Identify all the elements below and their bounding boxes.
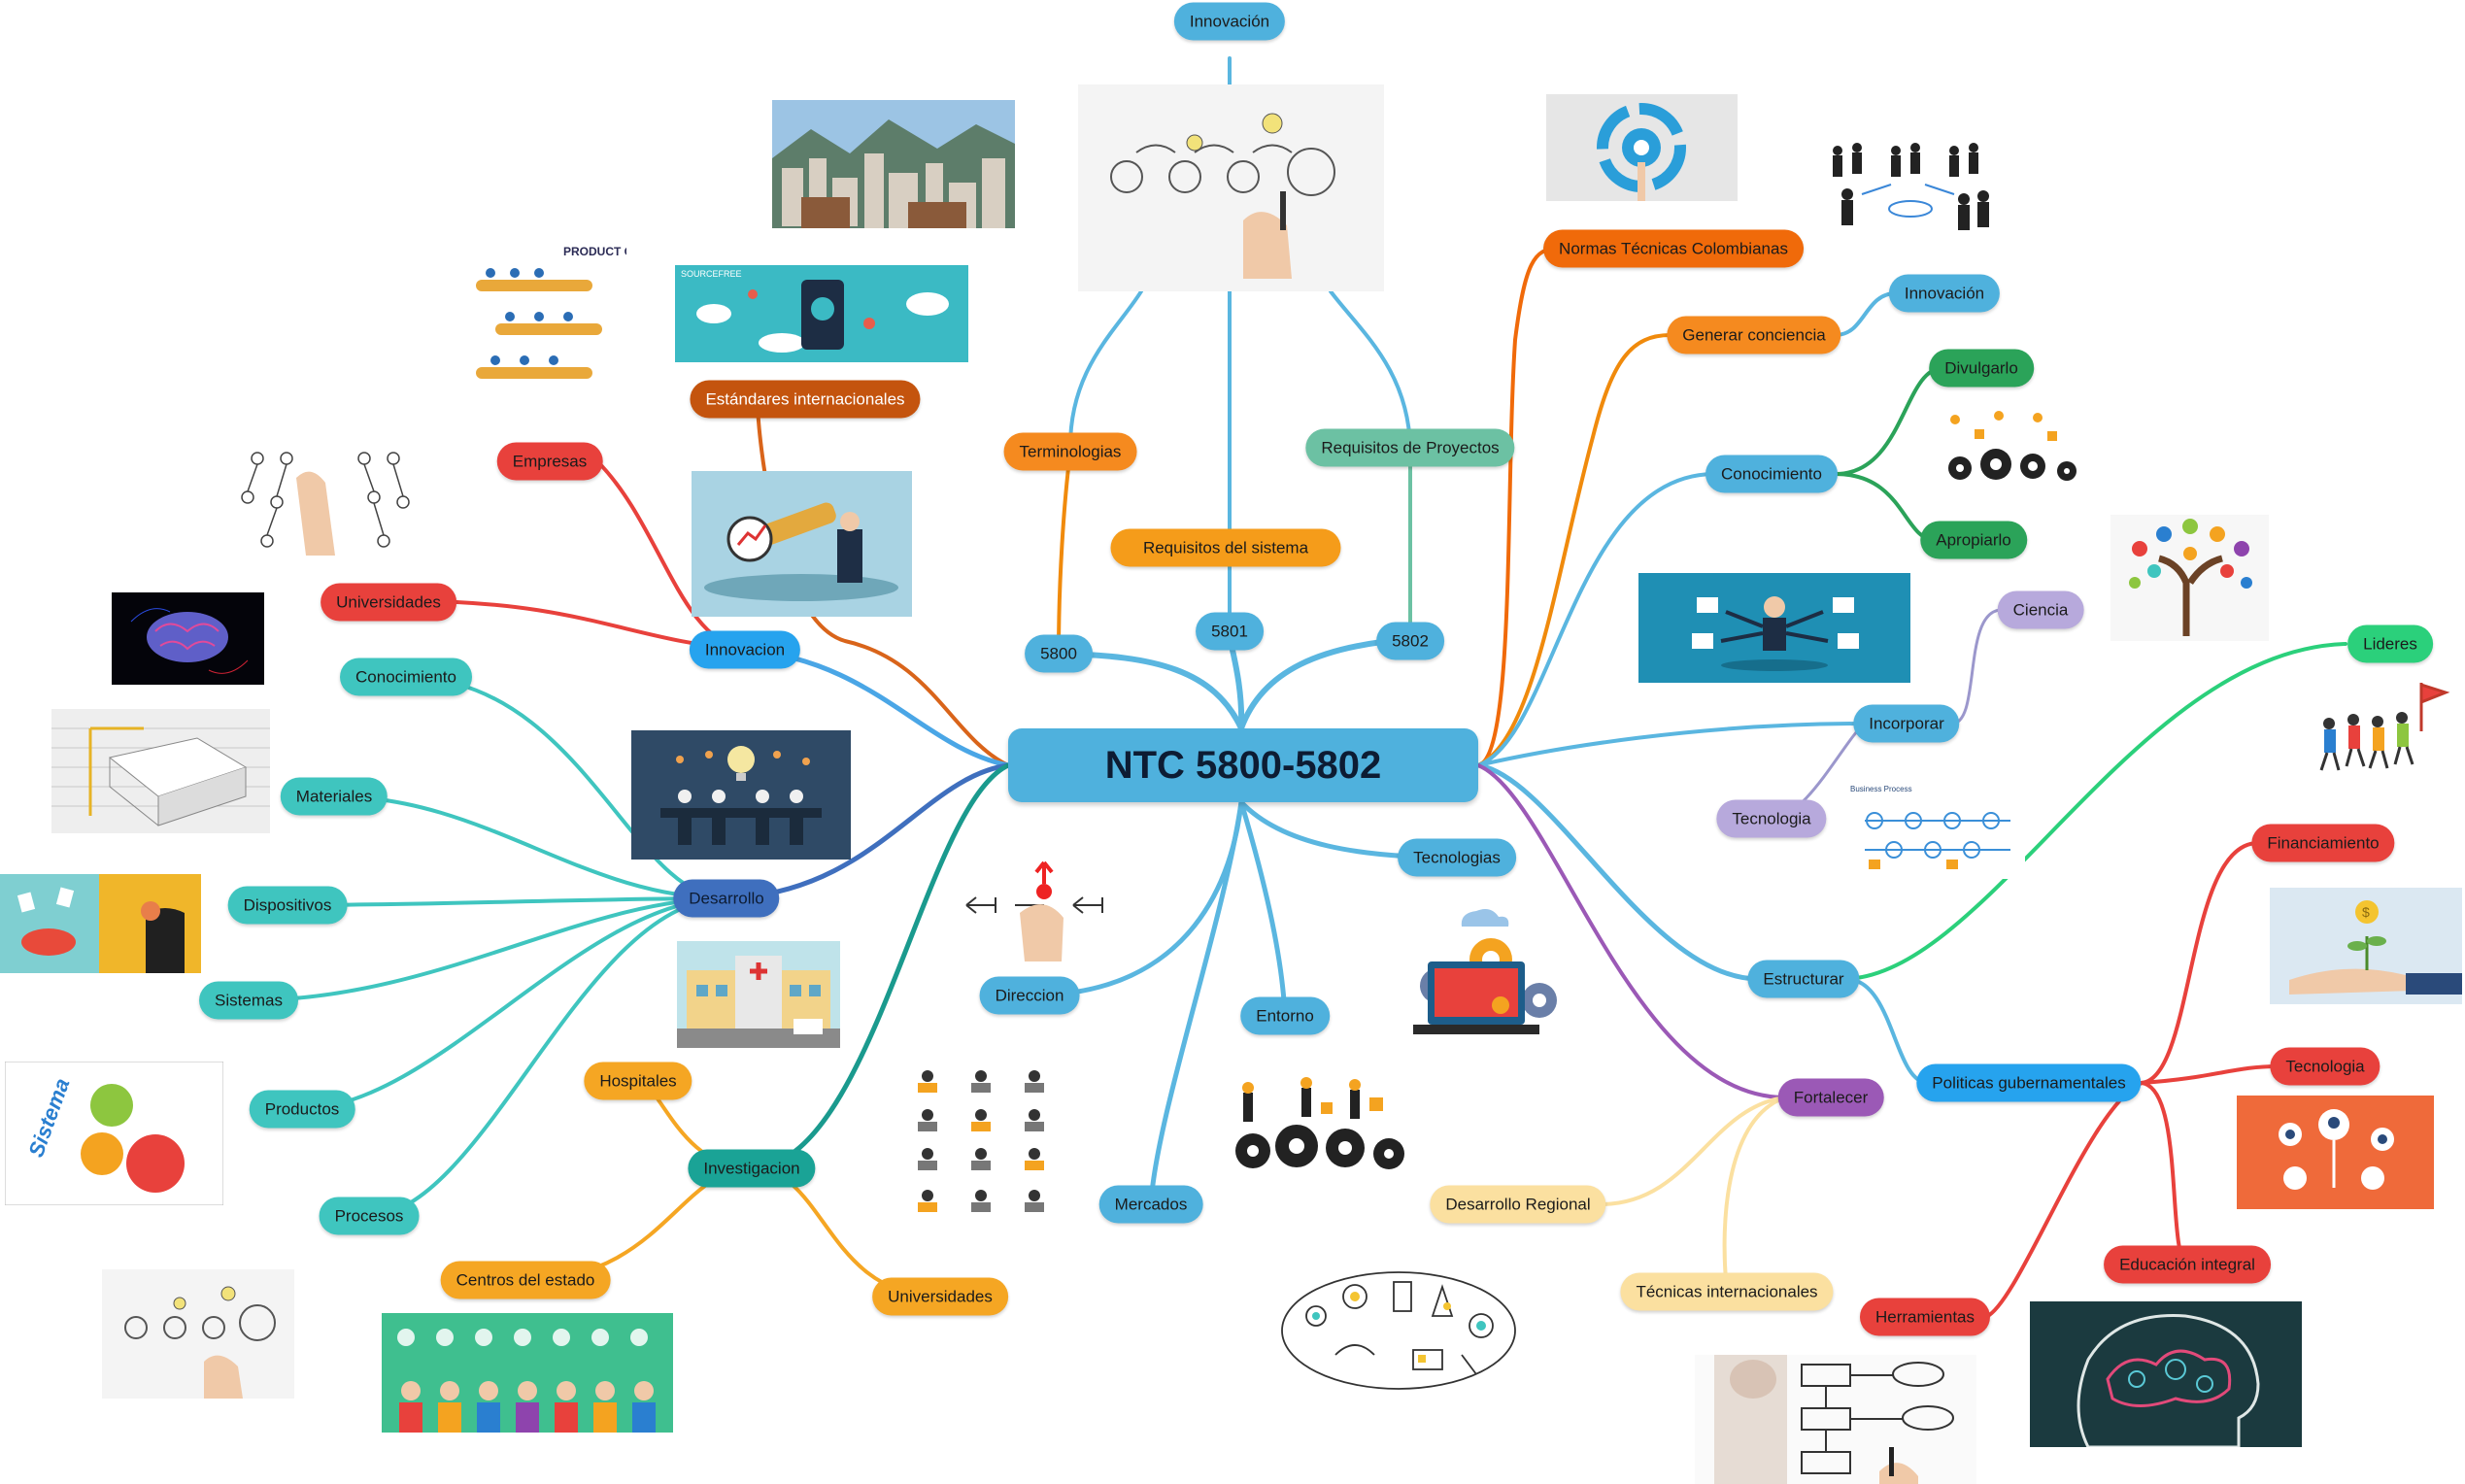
sourcefree-cloud-image: SOURCEFREE xyxy=(675,265,968,362)
topic-estructurar[interactable]: Estructurar xyxy=(1747,960,1860,998)
product-creation-text: PRODUCT CREATION xyxy=(563,245,626,258)
topic-generar-conciencia[interactable]: Generar conciencia xyxy=(1667,316,1841,354)
multitask-businessman-image xyxy=(1638,573,1910,683)
business-process-image: Business Process xyxy=(1845,782,2025,879)
topic-centros-del-estado[interactable]: Centros del estado xyxy=(440,1261,611,1299)
topic-tecnologia-politicas[interactable]: Tecnologia xyxy=(2270,1047,2381,1086)
hospital-building-image xyxy=(677,941,840,1048)
sistema-gears-image: Sistema xyxy=(5,1062,223,1205)
topic-divulgarlo[interactable]: Divulgarlo xyxy=(1929,349,2034,388)
topic-5802[interactable]: 5802 xyxy=(1376,622,1444,660)
topic-fortalecer[interactable]: Fortalecer xyxy=(1777,1078,1884,1117)
brain-head-chalk-image xyxy=(2030,1301,2302,1447)
topic-dispositivos[interactable]: Dispositivos xyxy=(227,886,348,925)
brain-image xyxy=(112,592,264,685)
topic-tecnicas-internacionales[interactable]: Técnicas internacionales xyxy=(1620,1272,1834,1311)
topic-estandares-internacionales[interactable]: Estándares internacionales xyxy=(690,380,921,419)
sourcefree-text: SOURCEFREE xyxy=(681,269,742,279)
topic-ciencia[interactable]: Ciencia xyxy=(1997,590,2084,629)
topic-tecnologia-right[interactable]: Tecnologia xyxy=(1716,799,1827,838)
topic-conocimiento-right[interactable]: Conocimiento xyxy=(1705,455,1838,493)
topic-hospitales[interactable]: Hospitales xyxy=(584,1062,692,1100)
topic-universidades-bottom[interactable]: Universidades xyxy=(872,1277,1008,1316)
students-education-image xyxy=(382,1313,673,1433)
topic-innovacion-right[interactable]: Innovación xyxy=(1888,274,2001,313)
business-meeting-lightbulb-image xyxy=(631,730,851,860)
construction-blueprint-image xyxy=(51,709,270,833)
topic-incorporar[interactable]: Incorporar xyxy=(1853,704,1960,743)
topic-requisitos-del-sistema[interactable]: Requisitos del sistema xyxy=(1110,528,1341,567)
topic-mercados[interactable]: Mercados xyxy=(1098,1185,1203,1224)
svg-text:$: $ xyxy=(2362,904,2370,920)
lightbulb-sketch-small-image xyxy=(102,1269,294,1399)
topic-innovacion-left[interactable]: Innovacion xyxy=(689,630,801,669)
tree-icons-image xyxy=(2110,515,2269,641)
topic-educacion-integral[interactable]: Educación integral xyxy=(2104,1245,2271,1284)
topic-empresas[interactable]: Empresas xyxy=(496,442,603,481)
business-process-text: Business Process xyxy=(1850,785,1912,793)
topic-politicas-gubernamentales[interactable]: Politicas gubernamentales xyxy=(1916,1063,2142,1102)
arrows-hand-direction-image xyxy=(957,855,1131,961)
tech-people-orange-image xyxy=(2237,1096,2434,1209)
leaders-running-image xyxy=(2310,673,2455,782)
people-icons-grid-image xyxy=(908,1062,1064,1224)
topic-entorno[interactable]: Entorno xyxy=(1240,996,1330,1035)
gear-cycle-image xyxy=(1546,94,1738,201)
tech-laptop-gears-image xyxy=(1384,903,1569,1059)
topic-investigacion[interactable]: Investigacion xyxy=(688,1149,816,1188)
city-photo xyxy=(772,100,1015,228)
industrial-gears-workers-image xyxy=(1214,1068,1426,1175)
topic-conocimiento-left[interactable]: Conocimiento xyxy=(340,658,472,696)
topic-procesos[interactable]: Procesos xyxy=(319,1197,420,1235)
product-creation-image: PRODUCT CREATION xyxy=(456,236,626,413)
topic-productos[interactable]: Productos xyxy=(249,1090,355,1129)
gears-people-small-image xyxy=(1936,408,2086,489)
topic-materiales[interactable]: Materiales xyxy=(280,777,388,816)
topic-terminologias[interactable]: Terminologias xyxy=(1003,432,1137,471)
flowchart-drawing-image xyxy=(1695,1355,1976,1484)
topic-tecnologias[interactable]: Tecnologias xyxy=(1398,838,1516,877)
telescope-businessman-image xyxy=(692,471,912,617)
network-hand-image xyxy=(228,439,418,560)
science-doodles-image xyxy=(1267,1258,1530,1403)
central-topic-node[interactable]: NTC 5800-5802 xyxy=(1008,728,1478,802)
topic-universidades-left[interactable]: Universidades xyxy=(321,583,456,622)
topic-financiamiento[interactable]: Financiamiento xyxy=(2251,824,2395,862)
topic-normas-tecnicas-colombianas[interactable]: Normas Técnicas Colombianas xyxy=(1543,229,1804,268)
topic-5800[interactable]: 5800 xyxy=(1025,634,1093,673)
topic-desarrollo[interactable]: Desarrollo xyxy=(673,879,780,918)
brain-serving-image xyxy=(0,874,201,973)
innovation-sketch-image xyxy=(1078,84,1384,291)
topic-lideres[interactable]: Lideres xyxy=(2347,624,2433,663)
topic-innovacion-top[interactable]: Innovación xyxy=(1173,2,1286,41)
topic-herramientas[interactable]: Herramientas xyxy=(1859,1298,1991,1336)
topic-direccion[interactable]: Direccion xyxy=(979,976,1080,1015)
topic-requisitos-de-proyectos[interactable]: Requisitos de Proyectos xyxy=(1305,428,1515,467)
topic-5801[interactable]: 5801 xyxy=(1196,612,1264,651)
money-plant-hand-image: $ xyxy=(2270,888,2462,1004)
topic-desarrollo-regional[interactable]: Desarrollo Regional xyxy=(1430,1185,1606,1224)
business-network-people-image xyxy=(1818,126,2003,243)
topic-sistemas[interactable]: Sistemas xyxy=(199,981,298,1020)
topic-apropiarlo[interactable]: Apropiarlo xyxy=(1920,521,2027,559)
